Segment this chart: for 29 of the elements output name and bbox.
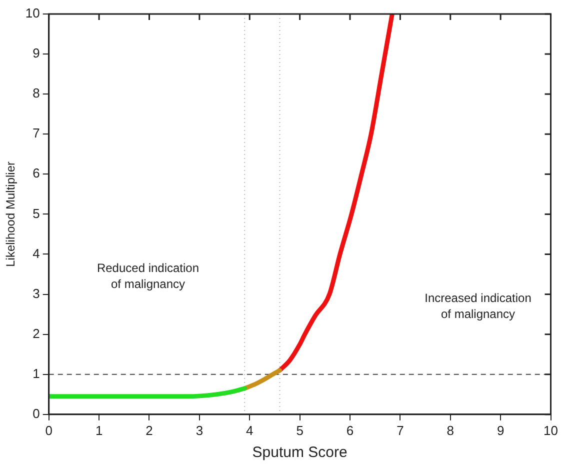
annotation: Increased indication of malignancy [424,290,532,322]
annotation: Reduced indication of malignancy [96,260,200,292]
x-tick-label: 5 [296,422,304,438]
y-tick-label: 1 [32,366,40,381]
x-tick-label: 1 [95,422,103,438]
y-tick-label: 0 [32,406,40,421]
x-tick-label: 8 [446,422,454,438]
line-series [242,368,282,391]
x-axis-title: Sputum Score [252,444,348,462]
x-tick-label: 10 [544,422,558,438]
y-axis-title: Likelihood Multiplier [4,162,18,267]
x-tick-label: 6 [346,422,354,438]
y-tick-label: 2 [32,326,40,341]
x-tick-label: 2 [146,422,153,438]
y-tick-label: 9 [32,46,40,61]
y-tick-label: 5 [32,206,40,221]
y-tick-label: 3 [32,286,40,301]
x-tick-label: 3 [196,422,204,438]
line-series [277,14,394,373]
y-tick-label: 10 [25,6,40,21]
x-tick-label: 0 [45,422,52,438]
x-tick-label: 7 [396,422,404,438]
x-tick-label: 4 [246,422,254,438]
y-tick-label: 7 [32,126,40,141]
line-series [48,386,247,399]
y-tick-label: 6 [32,166,40,181]
x-tick-label: 9 [496,422,504,438]
y-tick-label: 8 [32,86,40,101]
y-tick-label: 4 [32,246,40,261]
